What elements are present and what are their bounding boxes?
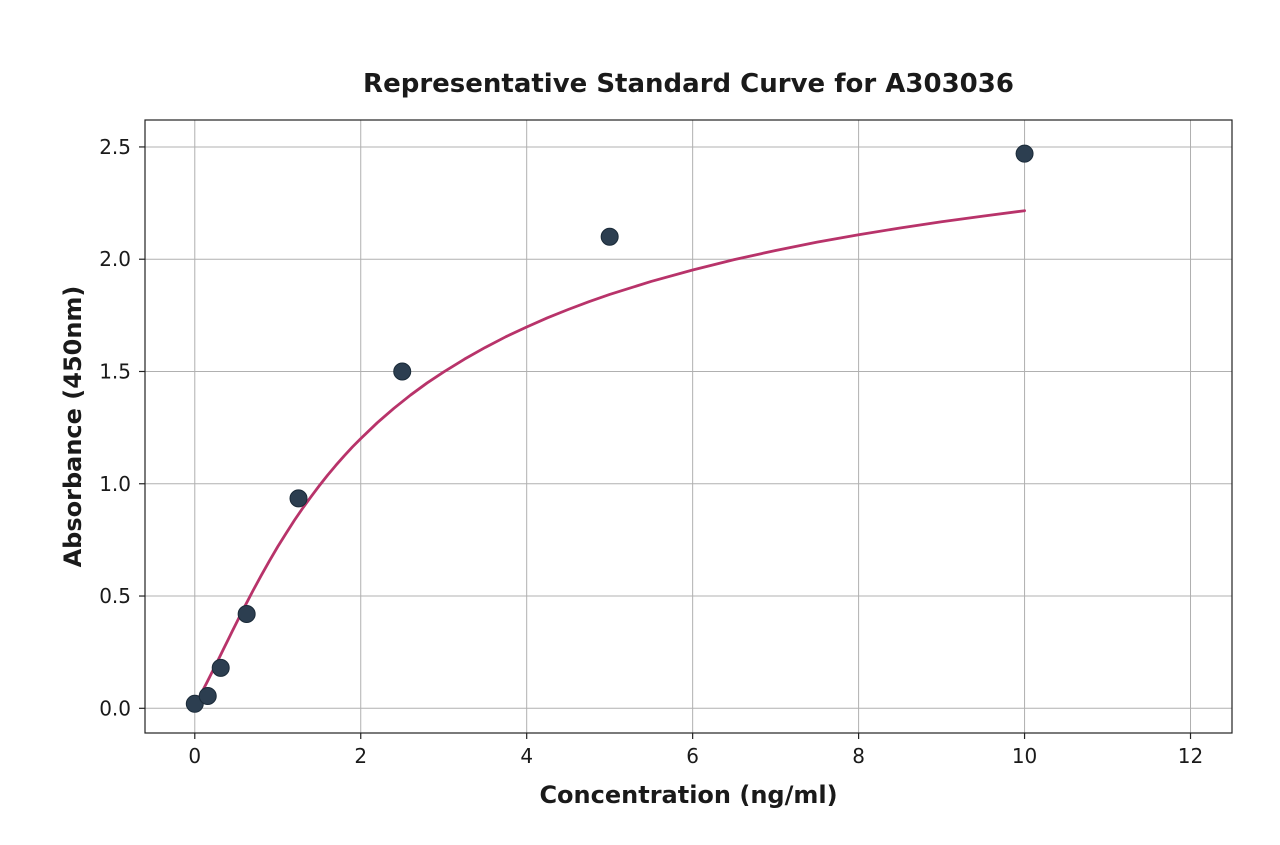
y-tick-label: 0.0 (99, 696, 131, 720)
y-ticks (139, 147, 145, 708)
x-tick-labels: 0 2 4 6 8 10 12 (188, 744, 1203, 768)
y-tick-label: 0.5 (99, 584, 131, 608)
x-tick-label: 10 (1012, 744, 1037, 768)
x-ticks (195, 733, 1191, 739)
x-tick-label: 12 (1178, 744, 1203, 768)
x-tick-label: 2 (354, 744, 367, 768)
chart-container: 0 2 4 6 8 10 12 0.0 0.5 1.0 1.5 2.0 2.5 Concentrati… (0, 0, 1280, 845)
x-axis-label: Concentration (ng/ml) (539, 781, 837, 809)
data-point (199, 687, 216, 704)
chart-title: Representative Standard Curve for A30303… (363, 69, 1014, 99)
y-tick-label: 1.5 (99, 359, 131, 383)
data-point (394, 363, 411, 380)
data-point (1016, 145, 1033, 162)
y-axis-label: Absorbance (450nm) (59, 286, 87, 568)
y-tick-labels: 0.0 0.5 1.0 1.5 2.0 2.5 (99, 135, 131, 720)
y-tick-label: 1.0 (99, 472, 131, 496)
x-tick-label: 4 (520, 744, 533, 768)
data-point (290, 490, 307, 507)
x-tick-label: 6 (686, 744, 699, 768)
plot-background (145, 120, 1232, 733)
data-point (238, 605, 255, 622)
data-point (212, 659, 229, 676)
y-tick-label: 2.5 (99, 135, 131, 159)
standard-curve-chart: 0 2 4 6 8 10 12 0.0 0.5 1.0 1.5 2.0 2.5 Concentrati… (0, 0, 1280, 845)
y-tick-label: 2.0 (99, 247, 131, 271)
x-tick-label: 0 (188, 744, 201, 768)
x-tick-label: 8 (852, 744, 865, 768)
data-point (601, 228, 618, 245)
